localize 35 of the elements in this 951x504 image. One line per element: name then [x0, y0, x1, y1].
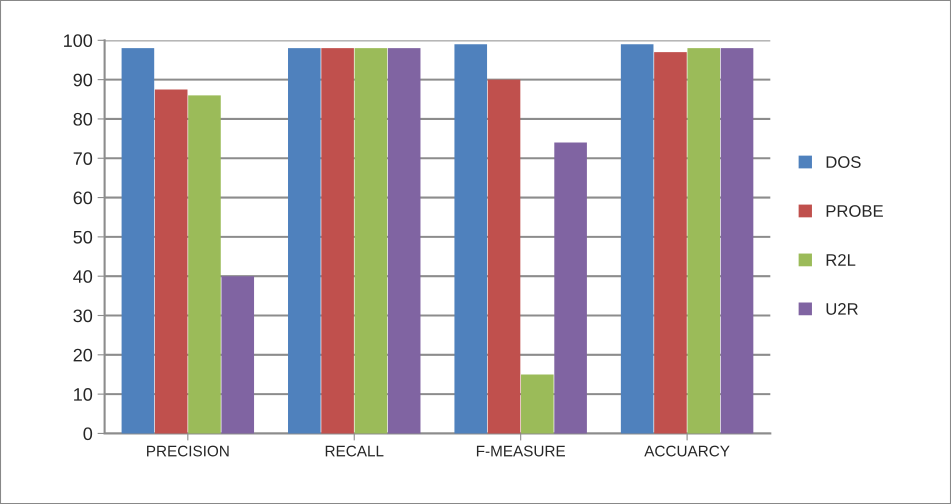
y-tick-label: 20	[74, 348, 92, 362]
x-tick-label: ACCUARCY	[644, 446, 730, 456]
bar	[554, 142, 587, 434]
y-tick-label: 90	[74, 74, 92, 86]
legend-label: DOS	[826, 156, 861, 168]
bar	[188, 95, 221, 434]
x-tick-label: PRECISION	[147, 446, 229, 456]
bar	[720, 48, 754, 434]
y-tick-label: 40	[73, 270, 92, 283]
bar	[354, 48, 388, 434]
y-tick-label: 0	[83, 427, 92, 440]
y-tick-label: 10	[74, 388, 92, 401]
y-tick-label: 30	[73, 309, 92, 322]
bar	[388, 48, 420, 434]
bar	[288, 48, 321, 434]
bar	[521, 374, 554, 434]
bar	[122, 48, 154, 434]
y-tick-label: 80	[74, 112, 92, 126]
bar	[620, 44, 654, 434]
bar	[154, 89, 188, 434]
y-tick-label: 70	[74, 152, 92, 165]
legend-label: U2R	[826, 303, 858, 315]
legend-label: PROBE	[826, 205, 883, 217]
bar	[221, 276, 254, 434]
bar	[687, 48, 720, 434]
legend-label: R2L	[826, 254, 856, 266]
bar	[488, 80, 520, 434]
x-tick-label: F-MEASURE	[476, 446, 566, 456]
y-tick-label: 50	[73, 230, 92, 244]
y-tick-label: 100	[64, 34, 92, 48]
bar	[454, 44, 488, 434]
bar	[654, 52, 687, 434]
y-tick-label: 60	[74, 192, 92, 204]
x-tick-label: RECALL	[326, 446, 384, 456]
bar	[321, 48, 354, 434]
